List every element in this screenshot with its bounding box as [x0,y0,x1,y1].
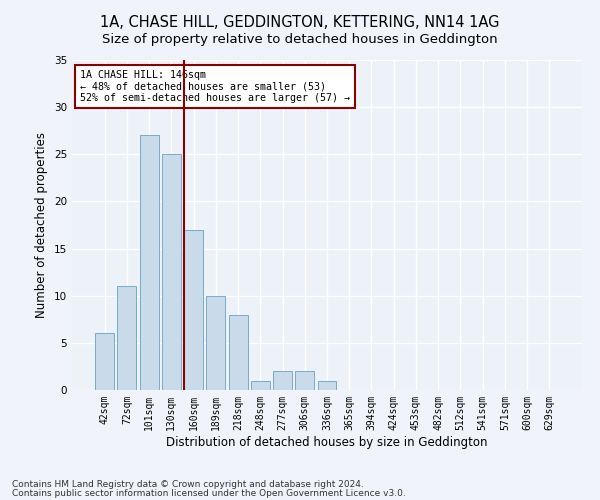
Y-axis label: Number of detached properties: Number of detached properties [35,132,49,318]
Bar [95,334,114,390]
Bar [140,136,158,390]
Text: 1A, CHASE HILL, GEDDINGTON, KETTERING, NN14 1AG: 1A, CHASE HILL, GEDDINGTON, KETTERING, N… [100,15,500,30]
Text: Contains public sector information licensed under the Open Government Licence v3: Contains public sector information licen… [12,488,406,498]
Bar [295,371,314,390]
Text: Contains HM Land Registry data © Crown copyright and database right 2024.: Contains HM Land Registry data © Crown c… [12,480,364,489]
Bar [229,314,248,390]
X-axis label: Distribution of detached houses by size in Geddington: Distribution of detached houses by size … [166,436,488,448]
Bar [251,380,270,390]
Bar [118,286,136,390]
Text: 1A CHASE HILL: 146sqm
← 48% of detached houses are smaller (53)
52% of semi-deta: 1A CHASE HILL: 146sqm ← 48% of detached … [80,70,350,103]
Bar [206,296,225,390]
Bar [162,154,181,390]
Bar [184,230,203,390]
Bar [317,380,337,390]
Bar [273,371,292,390]
Text: Size of property relative to detached houses in Geddington: Size of property relative to detached ho… [102,32,498,46]
